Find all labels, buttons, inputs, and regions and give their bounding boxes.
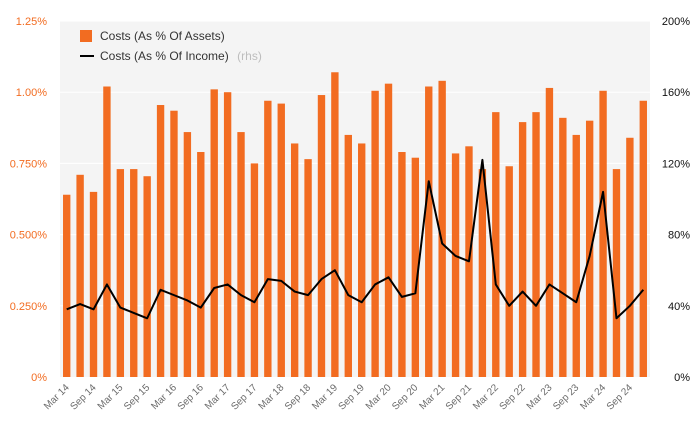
bar <box>451 153 460 377</box>
bar <box>264 100 272 377</box>
bar <box>223 92 232 377</box>
right-axis-ticks: 0% 40% 80% 120% 160% 200% <box>662 16 690 384</box>
x-tick-label: Sep 18 <box>283 382 313 412</box>
x-tick-label: Mar 20 <box>364 382 394 412</box>
left-tick-label: 0.500% <box>10 230 48 242</box>
bar <box>438 80 446 378</box>
x-tick-label: Sep 19 <box>337 382 367 412</box>
bar <box>344 134 352 377</box>
bar <box>478 169 487 377</box>
bar <box>425 86 433 377</box>
bar <box>250 163 259 377</box>
bar <box>116 169 125 377</box>
bar <box>290 143 299 377</box>
bar <box>626 137 634 377</box>
x-tick-label: Sep 21 <box>444 382 474 412</box>
x-tick-label: Sep 23 <box>551 382 581 412</box>
bar <box>197 152 205 377</box>
legend-line-label: Costs (As % Of Income) <box>100 49 229 63</box>
bar <box>384 83 393 377</box>
bar <box>572 134 580 377</box>
right-tick-label: 80% <box>668 230 690 242</box>
left-tick-label: 1.25% <box>16 16 47 28</box>
bar <box>492 112 500 378</box>
x-tick-label: Mar 16 <box>149 382 179 412</box>
bar <box>89 191 98 377</box>
bar <box>317 95 326 377</box>
x-tick-label: Mar 24 <box>578 382 608 412</box>
bar <box>532 112 540 378</box>
bar <box>545 87 554 377</box>
bar <box>639 100 647 377</box>
legend: Costs (As % Of Assets) Costs (As % Of In… <box>80 29 262 64</box>
bar <box>371 90 379 377</box>
line-series-costs-income <box>66 158 645 320</box>
x-tick-label: Mar 14 <box>42 382 72 412</box>
bar <box>411 157 420 377</box>
legend-line-suffix: (rhs) <box>237 49 262 63</box>
right-tick-label: 40% <box>668 301 690 313</box>
bar <box>518 122 527 377</box>
left-axis-ticks: 0% 0.250% 0.500% 0.750% 1.00% 1.25% <box>10 16 48 384</box>
x-tick-label: Sep 20 <box>390 382 420 412</box>
bar <box>599 90 607 377</box>
x-tick-label: Sep 22 <box>498 382 528 412</box>
bar <box>103 86 111 377</box>
right-tick-label: 120% <box>662 158 690 170</box>
bar <box>331 72 339 377</box>
x-tick-label: Sep 24 <box>605 382 635 412</box>
bar <box>585 120 594 378</box>
x-tick-label: Mar 23 <box>525 382 555 412</box>
bar <box>237 132 245 377</box>
x-tick-label: Mar 15 <box>96 382 126 412</box>
right-tick-label: 0% <box>674 372 690 384</box>
bar <box>304 159 312 377</box>
x-tick-label: Mar 19 <box>310 382 340 412</box>
bar <box>76 174 84 377</box>
bar-series <box>63 72 647 378</box>
right-tick-label: 160% <box>662 87 690 99</box>
legend-line-text: Costs (As % Of Income) (rhs) <box>100 47 262 64</box>
right-tick-label: 200% <box>662 16 690 28</box>
bar <box>156 105 165 378</box>
x-tick-label: Mar 17 <box>203 382 233 412</box>
left-tick-label: 0.750% <box>10 158 48 170</box>
x-tick-label: Mar 21 <box>417 382 447 412</box>
bar <box>559 117 567 377</box>
bar <box>398 152 406 377</box>
x-tick-label: Sep 14 <box>68 382 98 412</box>
bar <box>130 169 138 377</box>
x-tick-label: Sep 15 <box>122 382 152 412</box>
x-tick-label: Sep 16 <box>176 382 206 412</box>
x-tick-label: Mar 22 <box>471 382 501 412</box>
left-tick-label: 1.00% <box>16 87 47 99</box>
x-tick-label: Sep 17 <box>229 382 259 412</box>
legend-bar-swatch <box>80 30 92 42</box>
bar <box>358 143 366 377</box>
left-tick-label: 0.250% <box>10 301 48 313</box>
bar <box>170 110 178 377</box>
bar <box>143 176 151 377</box>
bar <box>63 194 71 377</box>
bar <box>210 89 218 378</box>
x-tick-label: Mar 18 <box>257 382 287 412</box>
bar <box>612 169 621 377</box>
bar <box>277 103 285 377</box>
legend-bar-label: Costs (As % Of Assets) <box>100 29 225 43</box>
bar <box>505 166 513 377</box>
left-tick-label: 0% <box>31 372 47 384</box>
bar <box>183 132 192 377</box>
